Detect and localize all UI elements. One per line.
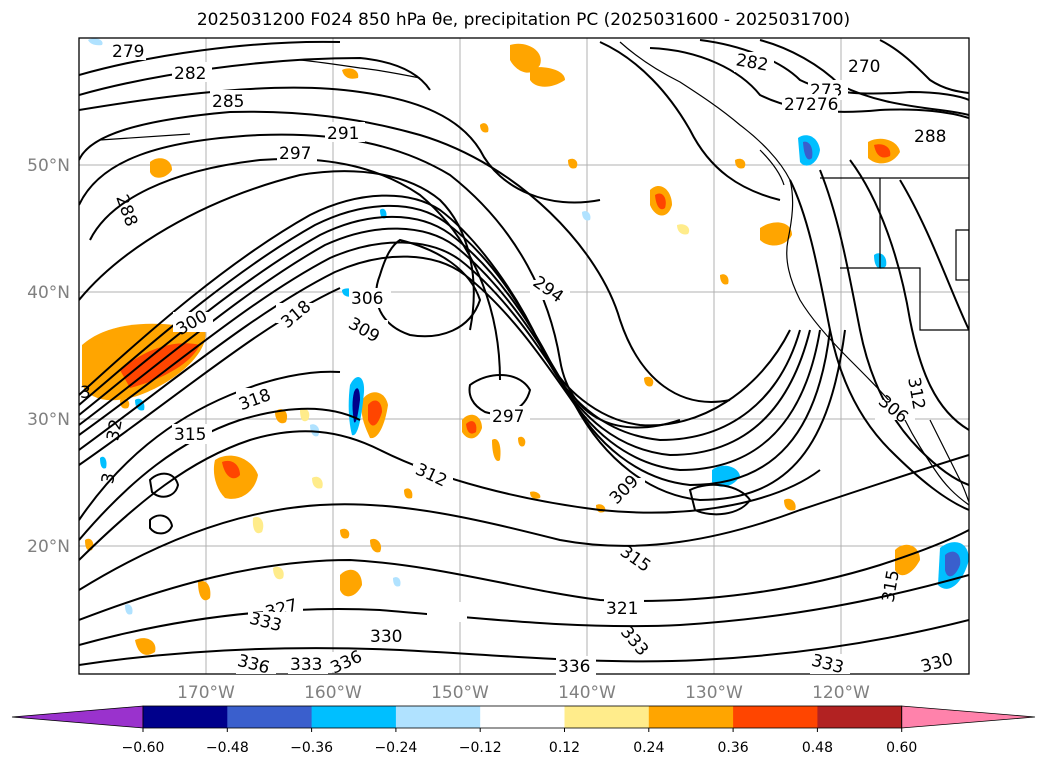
chart-title: 2025031200 F024 850 hPa θe, precipitatio… [196, 10, 851, 30]
contour-label: 306 [351, 289, 383, 309]
colorbar-frame [142, 705, 903, 729]
contour-label: 291 [327, 124, 359, 144]
colorbar-segment [143, 706, 228, 728]
contour-label: 282 [174, 64, 206, 84]
colorbar-segment [648, 706, 734, 728]
colorbar-segment [817, 706, 903, 728]
colorbar-segment [395, 706, 481, 728]
contour-label: 276 [806, 95, 838, 115]
colorbar-tick-label: −0.24 [374, 740, 417, 756]
contour-label: 288 [914, 127, 946, 147]
colorbar-segment [311, 706, 397, 728]
colorbar-segment [480, 706, 565, 728]
colorbar: −0.60 −0.48 −0.36 −0.24 −0.12 0.12 0.24 0.36 0.4… [11, 705, 1036, 756]
colorbar-tick-label: 0.60 [886, 740, 917, 756]
latitude-labels: 50°N 40°N 30°N 20°N [27, 156, 70, 557]
contour-label: 297 [279, 144, 311, 164]
contour-label: 315 [174, 425, 206, 445]
lat-label: 40°N [27, 283, 70, 303]
lon-label: 140°W [558, 683, 616, 703]
contour-label: 3 [80, 383, 91, 403]
longitude-labels: 170°W 160°W 150°W 140°W 130°W 120°W [177, 683, 870, 703]
colorbar-segment [733, 706, 818, 728]
colorbar-tick-label: 0.24 [633, 740, 664, 756]
contour-label: 270 [848, 57, 880, 77]
theta-e-contours [79, 39, 969, 666]
map-plot-area [79, 38, 969, 674]
contour-label: 279 [112, 42, 144, 62]
colorbar-tick-label: −0.36 [290, 740, 333, 756]
contour-label: 297 [492, 407, 524, 427]
lon-label: 130°W [685, 683, 743, 703]
lat-label: 30°N [27, 410, 70, 430]
colorbar-tick-label: −0.48 [206, 740, 249, 756]
lon-label: 170°W [177, 683, 235, 703]
colorbar-extend-right [901, 705, 1036, 729]
contour-label: 3 [98, 471, 120, 485]
contour-label: 32 [103, 418, 126, 443]
contour-label: 285 [212, 92, 244, 112]
colorbar-tick-label: −0.60 [122, 740, 165, 756]
contour-label: 330 [370, 627, 402, 647]
colorbar-tick-label: 0.48 [802, 740, 833, 756]
colorbar-tick-label: 0.12 [549, 740, 580, 756]
lon-label: 160°W [304, 683, 362, 703]
coastlines [99, 41, 969, 506]
colorbar-segment [564, 706, 650, 728]
colorbar-tick-label: −0.12 [459, 740, 502, 756]
colorbar-segment [227, 706, 313, 728]
lat-label: 50°N [27, 156, 70, 176]
colorbar-tick-label: 0.36 [718, 740, 749, 756]
contour-label: 336 [558, 657, 590, 677]
contour-label: 321 [606, 599, 638, 619]
lon-label: 120°W [812, 683, 870, 703]
map-frame [78, 37, 970, 675]
colorbar-extend-left [11, 705, 144, 729]
lat-label: 20°N [27, 537, 70, 557]
contour-label: 333 [290, 655, 322, 675]
lon-label: 150°W [431, 683, 489, 703]
